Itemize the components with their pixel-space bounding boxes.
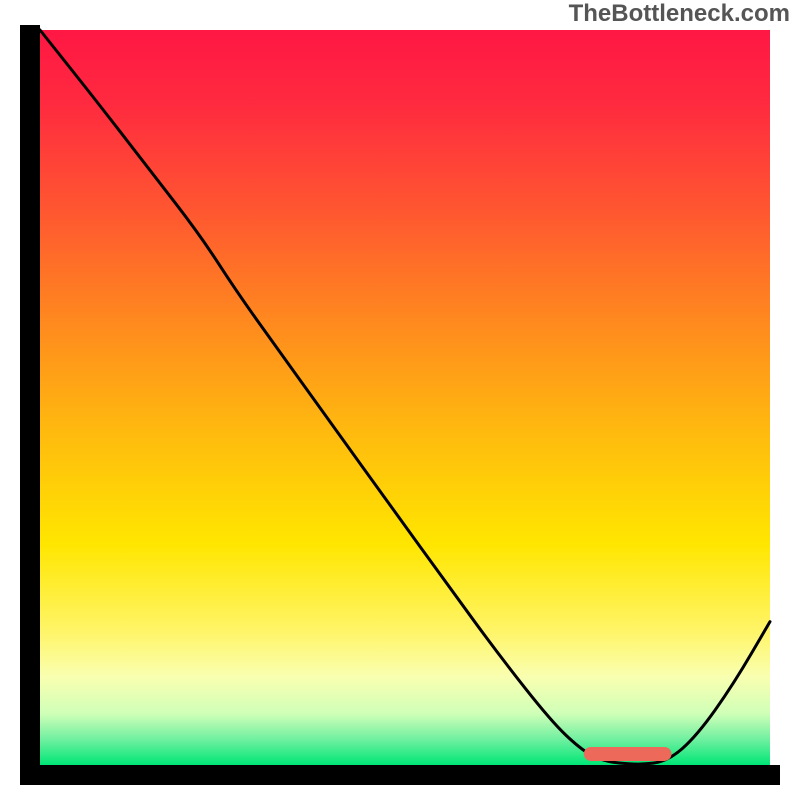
watermark-text: TheBottleneck.com [569, 0, 790, 28]
gradient-area [40, 30, 770, 765]
optimal-range-marker [584, 747, 672, 761]
y-axis [20, 25, 40, 785]
chart-container: TheBottleneck.com [0, 0, 800, 800]
bottleneck-chart [0, 0, 800, 800]
x-axis [20, 765, 780, 785]
